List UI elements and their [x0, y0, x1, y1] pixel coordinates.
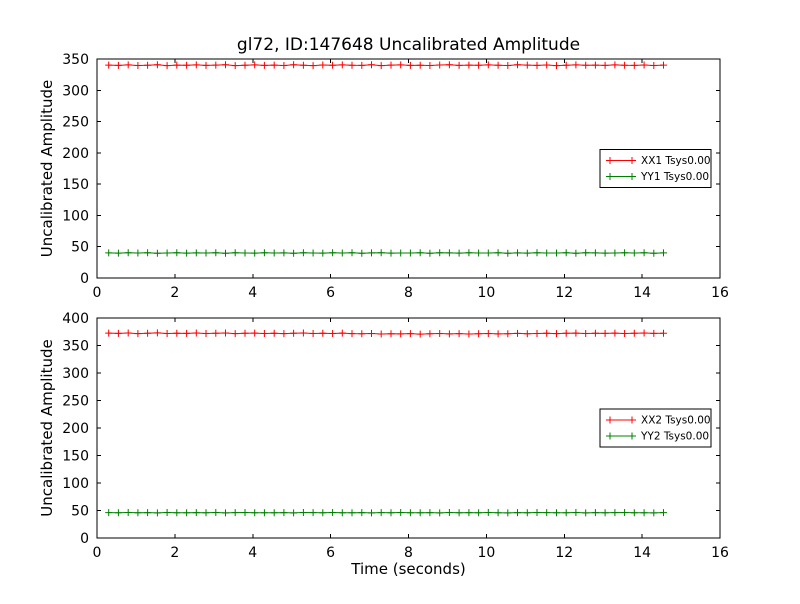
- x-tick-label: 12: [555, 285, 573, 301]
- legend-label: YY1 Tsys0.00: [640, 171, 709, 183]
- y-tick-label: 50: [71, 504, 89, 520]
- legend-label: XX2 Tsys0.00: [641, 415, 711, 427]
- y-tick-label: 350: [62, 52, 89, 68]
- plot-title: gl72, ID:147648 Uncalibrated Amplitude: [237, 35, 580, 55]
- y-tick-label: 200: [62, 421, 89, 437]
- x-tick-label: 8: [404, 545, 413, 561]
- x-tick-label: 16: [711, 285, 729, 301]
- x-axis-label: Time (seconds): [350, 560, 466, 578]
- y-tick-label: 100: [62, 476, 89, 492]
- x-tick-label: 0: [93, 285, 102, 301]
- legend-label: YY2 Tsys0.00: [640, 431, 709, 443]
- y-tick-label: 100: [62, 208, 89, 224]
- y-tick-label: 150: [62, 449, 89, 465]
- y-tick-label: 400: [62, 311, 89, 327]
- y-tick-label: 300: [62, 83, 89, 99]
- x-tick-label: 4: [248, 545, 257, 561]
- x-tick-label: 14: [633, 285, 651, 301]
- y-tick-label: 250: [62, 115, 89, 131]
- y-tick-label: 150: [62, 177, 89, 193]
- series-line-xx1: [109, 65, 664, 66]
- y-tick-label: 200: [62, 146, 89, 162]
- x-tick-label: 8: [404, 285, 413, 301]
- y-axis-label: Uncalibrated Amplitude: [38, 339, 56, 516]
- series-line-xx2: [109, 333, 664, 334]
- x-tick-label: 2: [170, 545, 179, 561]
- y-tick-label: 350: [62, 339, 89, 355]
- y-axis-label: Uncalibrated Amplitude: [38, 80, 56, 257]
- x-tick-label: 14: [633, 545, 651, 561]
- x-tick-label: 2: [170, 285, 179, 301]
- x-tick-label: 10: [477, 285, 495, 301]
- y-tick-label: 0: [80, 531, 89, 547]
- x-tick-label: 16: [711, 545, 729, 561]
- x-tick-label: 6: [326, 285, 335, 301]
- y-tick-label: 300: [62, 366, 89, 382]
- y-tick-label: 250: [62, 394, 89, 410]
- y-tick-label: 50: [71, 240, 89, 256]
- x-tick-label: 4: [248, 285, 257, 301]
- series-line-yy1: [109, 253, 664, 254]
- legend-label: XX1 Tsys0.00: [641, 155, 711, 167]
- x-tick-label: 0: [93, 545, 102, 561]
- y-tick-label: 0: [80, 271, 89, 287]
- x-tick-label: 10: [477, 545, 495, 561]
- x-tick-label: 12: [555, 545, 573, 561]
- x-tick-label: 6: [326, 545, 335, 561]
